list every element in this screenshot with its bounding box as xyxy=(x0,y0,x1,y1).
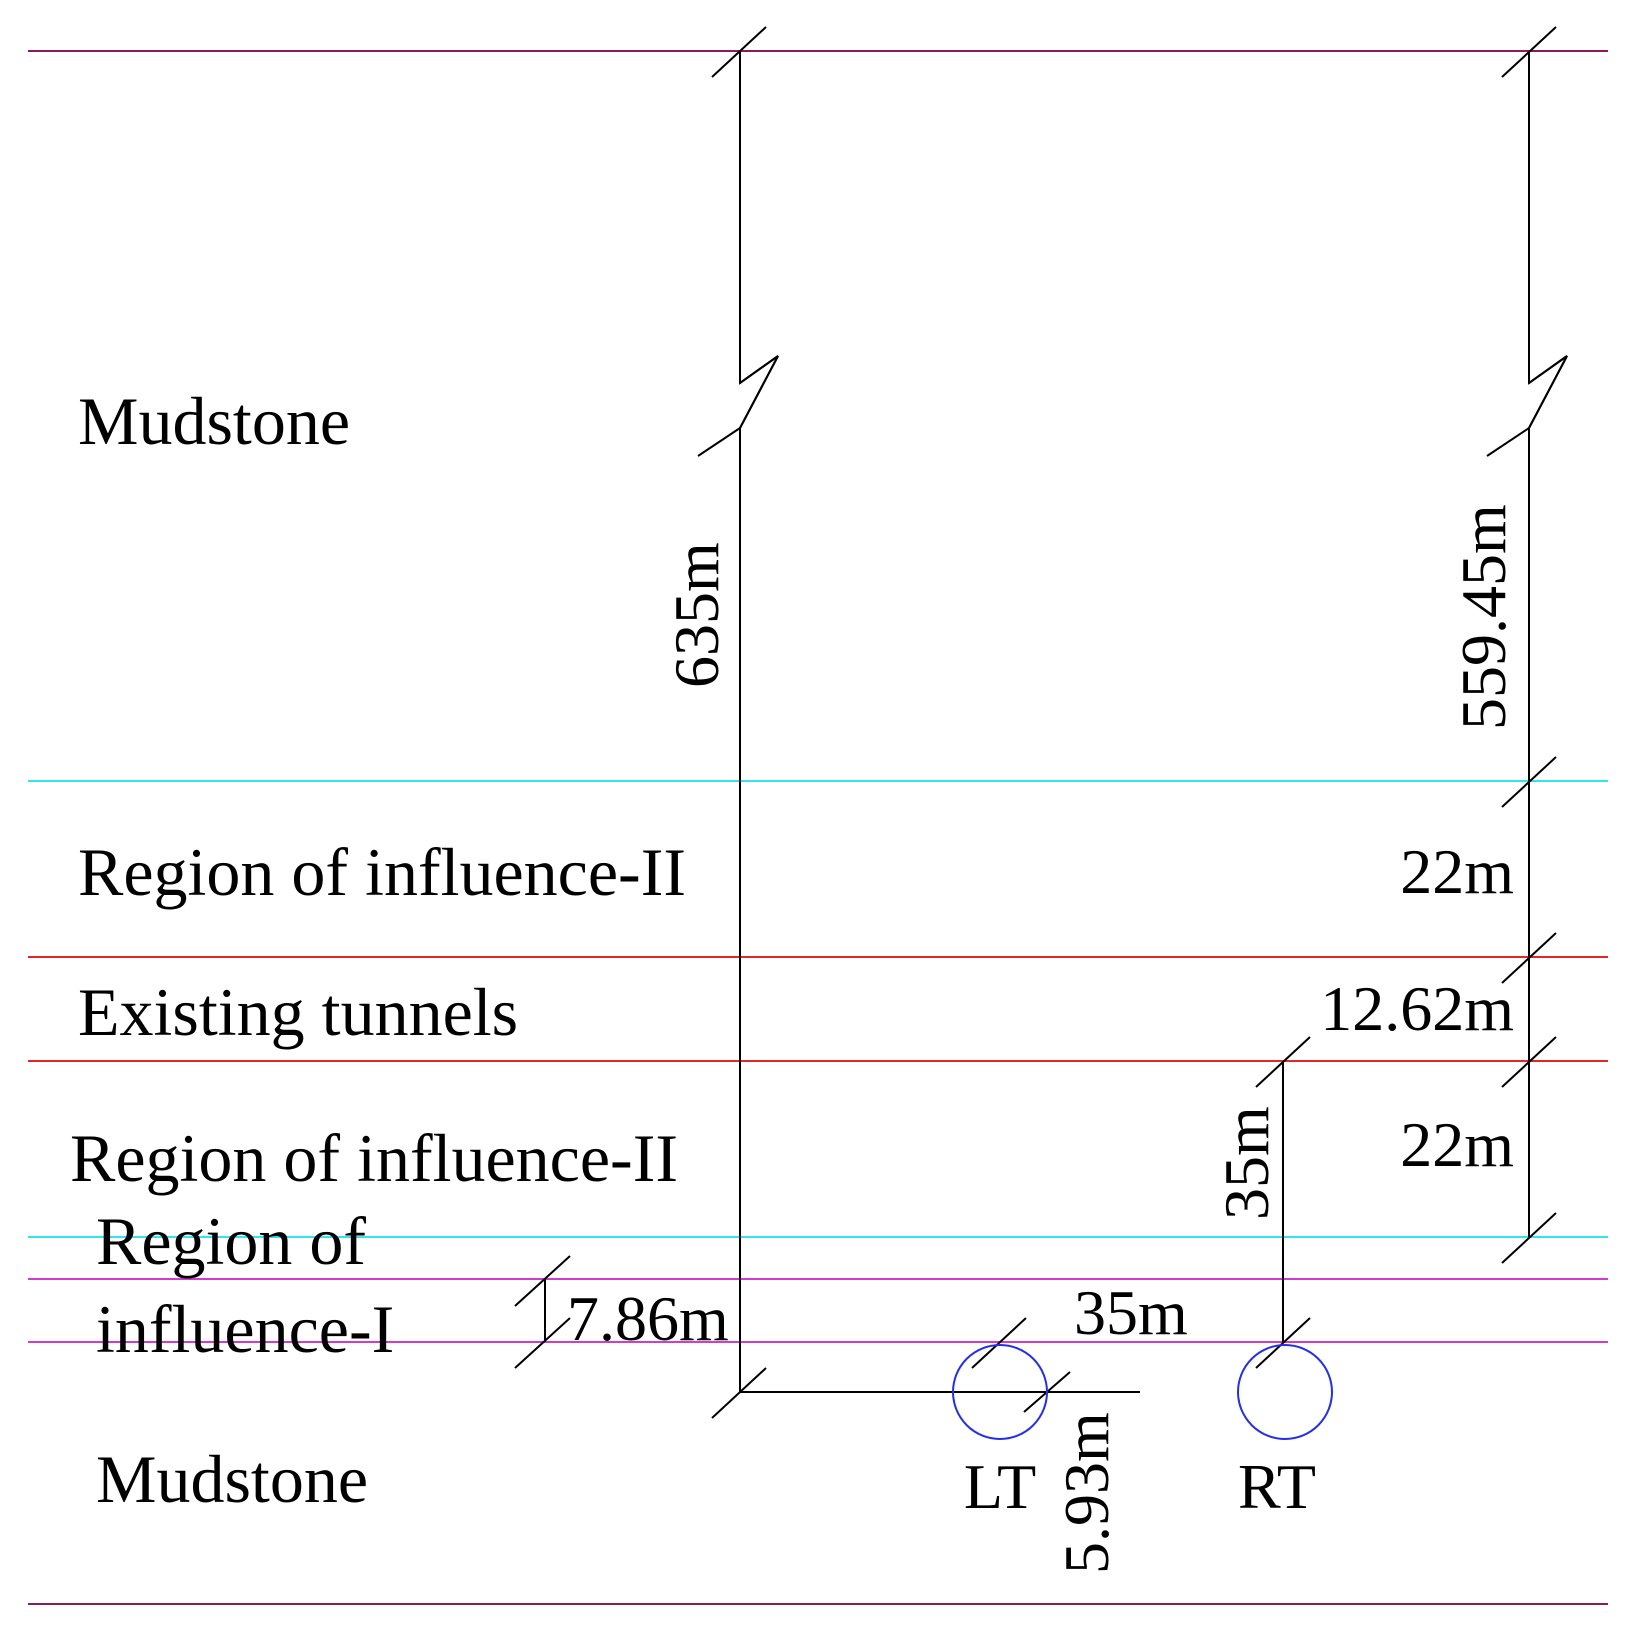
total-depth-dimension-line xyxy=(739,51,779,1392)
dim-label-depth-to-influence-II: 559.45m xyxy=(1448,504,1519,730)
dim-label-upper-influence-II: 22m xyxy=(1400,836,1514,907)
layer-label-influence-II-lower: Region of influence-II xyxy=(70,1120,678,1196)
tunnel-offset-top-tick xyxy=(1255,1036,1311,1088)
right-depth-top-tick xyxy=(1501,26,1557,78)
layer-label-influence-II-upper: Region of influence-II xyxy=(78,834,686,910)
tunnel-label-left: LT xyxy=(964,1451,1036,1522)
total-depth-bottom-tick xyxy=(711,1367,767,1419)
layer-label-influence-I-line1: Region of xyxy=(96,1203,366,1279)
influence-I-bottom-tick xyxy=(514,1317,571,1369)
total-depth-top-tick xyxy=(711,26,767,78)
dim-label-lower-influence-II: 22m xyxy=(1400,1109,1514,1180)
dim-label-tunnel-radius: 5.93m xyxy=(1051,1412,1122,1574)
layer-label-influence-I-line2: influence-I xyxy=(96,1291,394,1367)
right-depth-tick-957 xyxy=(1501,932,1557,984)
dim-label-tunnel-spacing: 35m xyxy=(1074,1277,1188,1348)
dim-label-total-depth: 635m xyxy=(661,542,732,688)
influence-I-top-tick xyxy=(514,1255,571,1307)
left-tunnel xyxy=(952,1344,1048,1440)
right-depth-tick-1061 xyxy=(1501,1036,1557,1088)
layer-label-existing-tunnels: Existing tunnels xyxy=(78,974,518,1050)
total-depth-break-symbol xyxy=(697,355,779,457)
layer-label-mudstone-bottom: Mudstone xyxy=(96,1441,368,1517)
right-depth-dimension-line xyxy=(1528,51,1568,1237)
right-depth-tick-1237 xyxy=(1501,1212,1557,1264)
right-tunnel xyxy=(1237,1344,1333,1440)
right-depth-tick-781 xyxy=(1501,756,1557,808)
tunnel-label-right: RT xyxy=(1238,1451,1316,1522)
right-depth-break-symbol xyxy=(1486,355,1568,457)
dim-label-tunnel-offset: 35m xyxy=(1211,1106,1282,1220)
dim-label-tunnels-zone: 12.62m xyxy=(1320,973,1514,1044)
layer-label-mudstone-top: Mudstone xyxy=(78,383,350,459)
dim-label-influence-I: 7.86m xyxy=(567,1283,729,1354)
tunnel-offset-bottom-tick xyxy=(1255,1317,1311,1369)
lt-top-tick xyxy=(971,1317,1027,1369)
